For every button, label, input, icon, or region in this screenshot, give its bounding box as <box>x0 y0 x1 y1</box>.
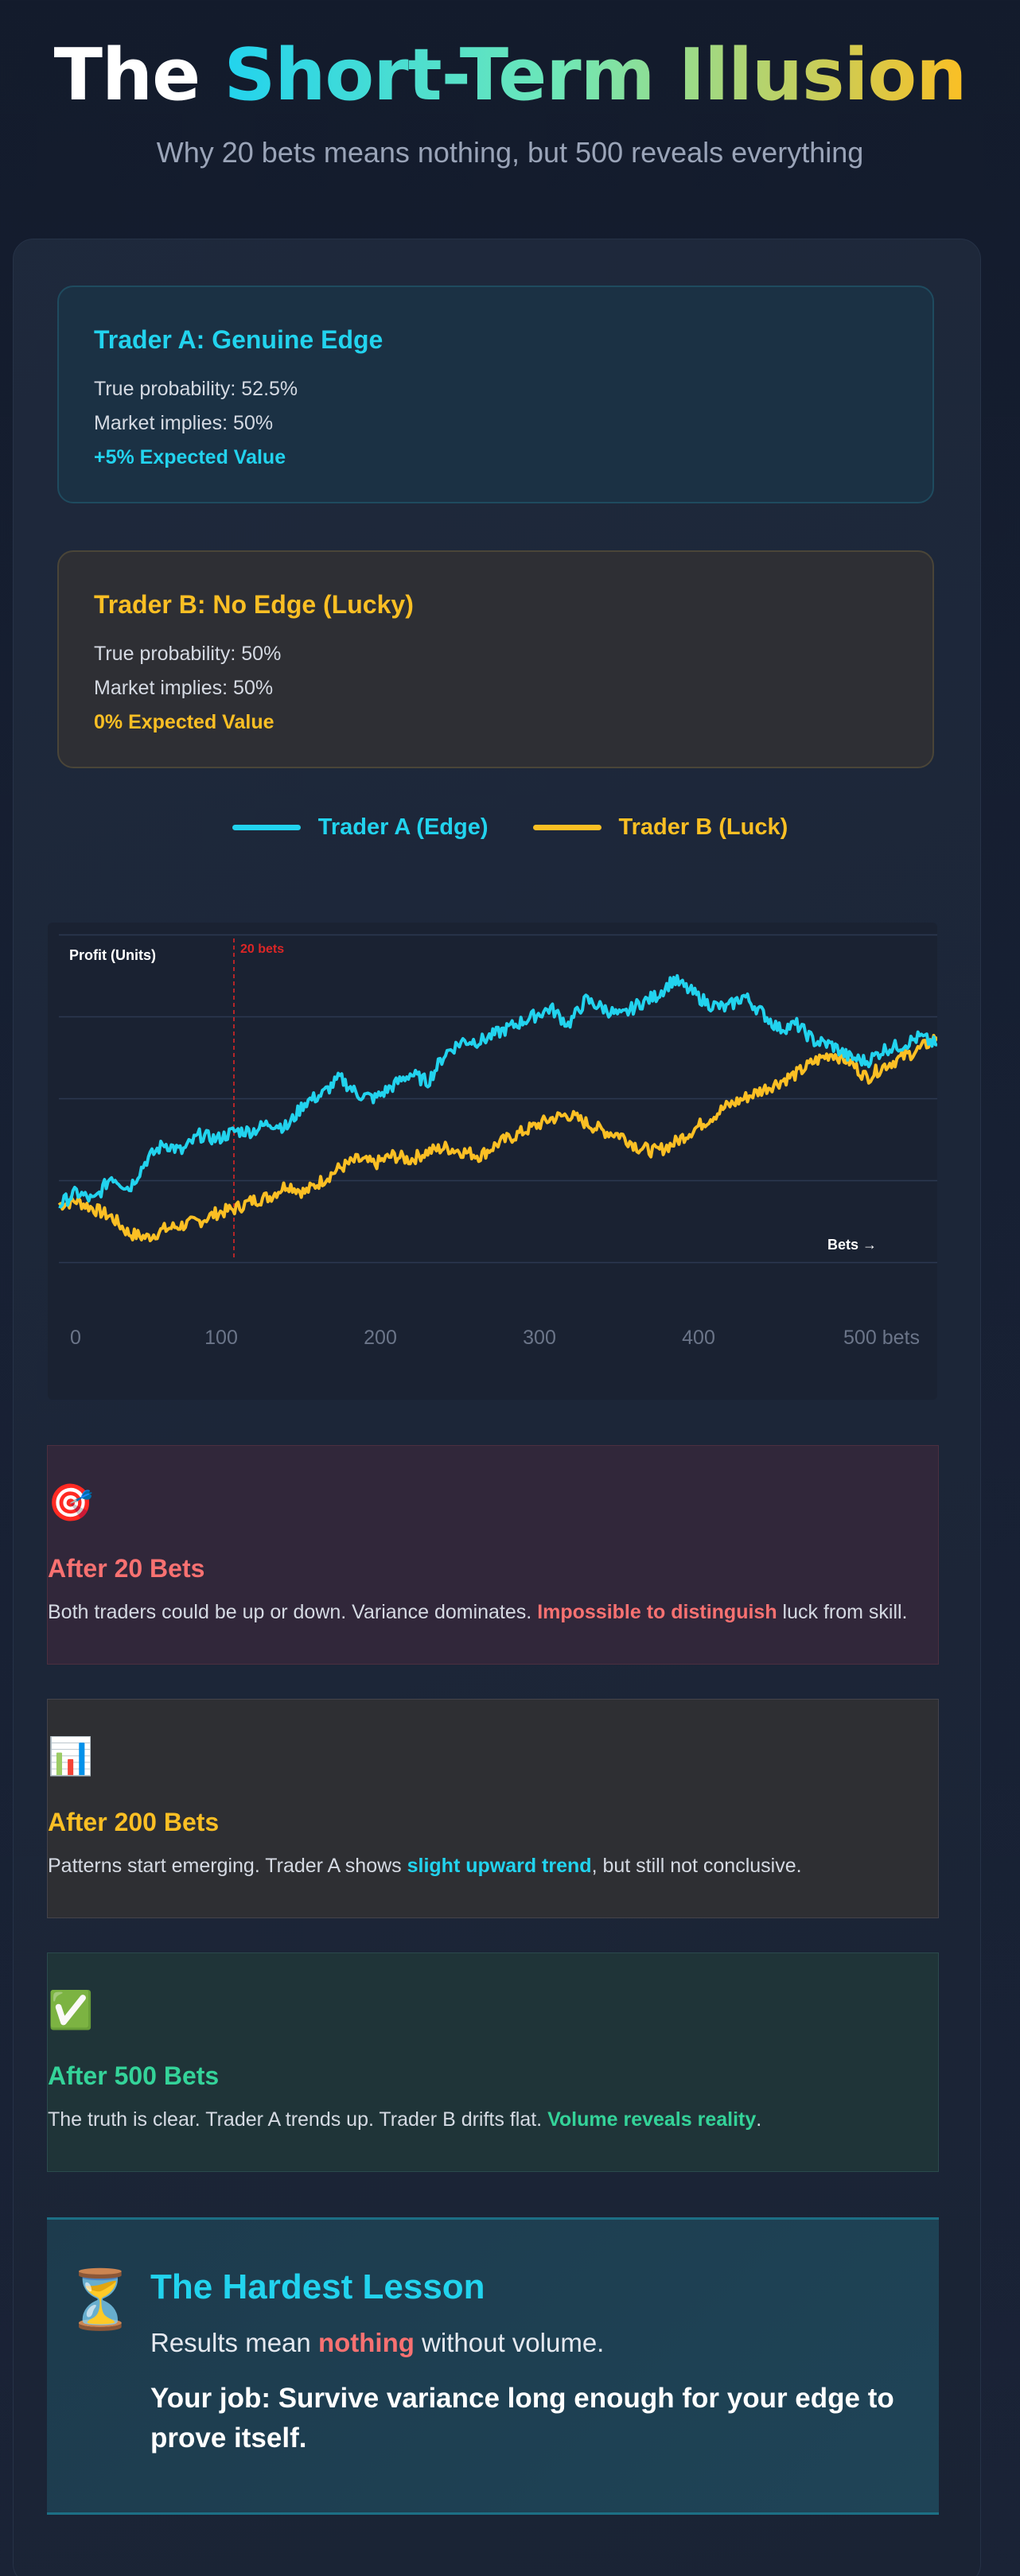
x-tick-label: 500 bets <box>843 1327 920 1349</box>
legend-item-trader-a: Trader A (Edge) <box>232 814 489 841</box>
insight-title-500-bets: After 500 Bets <box>48 2061 220 2090</box>
x-axis-annotation: Bets → <box>827 1237 877 1253</box>
lesson-title: The Hardest Lesson <box>150 2267 485 2306</box>
trader-b-card: Trader B: No Edge (Lucky) True probabili… <box>57 550 934 768</box>
trader-b-expected-value: 0% Expected Value <box>94 711 274 733</box>
insight-highlight-200-bets: slight upward trend <box>407 1855 592 1877</box>
lesson-highlight: nothing <box>317 2328 415 2357</box>
x-tick-label: 0 <box>70 1327 81 1349</box>
insight-text-20-bets: Both traders could be up or down. Varian… <box>48 1601 908 1623</box>
insight-card-200-bets: 📊 After 200 Bets Patterns start emerging… <box>47 1699 939 1918</box>
legend-swatch-trader-b <box>532 825 601 830</box>
legend-item-trader-b: Trader B (Luck) <box>532 814 788 841</box>
legend-label-trader-b: Trader B (Luck) <box>618 814 788 840</box>
legend-label-trader-a: Trader A (Edge) <box>317 814 489 840</box>
target-icon: 🎯 <box>48 1482 94 1523</box>
lesson-line-1: Results mean nothing without volume. <box>150 2328 605 2357</box>
y-axis-label: Profit (Units) <box>69 947 156 963</box>
twenty-bets-marker-label: 20 bets <box>240 942 284 956</box>
x-tick-label: 300 <box>523 1327 556 1349</box>
x-tick-label: 400 <box>682 1327 715 1349</box>
chart-legend: Trader A (Edge) Trader B (Luck) <box>0 814 1020 841</box>
insight-highlight-20-bets: Impossible to distinguish <box>537 1601 777 1623</box>
insight-card-20-bets: 🎯 After 20 Bets Both traders could be up… <box>47 1445 939 1665</box>
trader-a-card: Trader A: Genuine Edge True probability:… <box>57 286 934 503</box>
bar-chart-icon: 📊 <box>48 1735 94 1777</box>
x-tick-label: 100 <box>204 1327 238 1349</box>
insight-title-200-bets: After 200 Bets <box>48 1808 220 1836</box>
series-line-trader-b <box>57 1033 937 1242</box>
page-subtitle: Why 20 bets means nothing, but 500 revea… <box>156 135 864 169</box>
lesson-line-2: Your job: Survive variance long enough f… <box>150 2383 894 2454</box>
trader-a-market-implies: Market implies: 50% <box>94 412 274 434</box>
trader-b-market-implies: Market implies: 50% <box>94 677 274 699</box>
series-line-trader-a <box>58 973 937 1209</box>
trader-a-title: Trader A: Genuine Edge <box>94 325 383 354</box>
trader-a-true-probability: True probability: 52.5% <box>94 378 298 400</box>
trader-a-expected-value: +5% Expected Value <box>94 446 286 468</box>
chart-background <box>48 923 937 1400</box>
insight-text-500-bets: The truth is clear. Trader A trends up. … <box>48 2108 762 2131</box>
insight-card-500-bets: ✅ After 500 Bets The truth is clear. Tra… <box>47 1952 939 2172</box>
title-part1: The <box>53 33 201 117</box>
insight-title-20-bets: After 20 Bets <box>48 1554 205 1583</box>
title-part2: Short-Term Illusion <box>224 33 967 117</box>
insight-highlight-500-bets: Volume reveals reality <box>547 2108 757 2131</box>
header: The Short-Term Illusion Why 20 bets mean… <box>0 0 1020 169</box>
check-mark-icon: ✅ <box>48 1989 94 2030</box>
trader-b-true-probability: True probability: 50% <box>94 643 282 665</box>
hourglass-icon: ⏳ <box>64 2268 136 2332</box>
page-title: The Short-Term Illusion <box>0 37 1020 114</box>
lesson-callout: ⏳ The Hardest Lesson Results mean nothin… <box>47 2217 939 2515</box>
profit-chart-svg: 20 bets Profit (Units) Bets → 0 100 200 300… <box>57 934 937 1349</box>
profit-chart: 20 bets Profit (Units) Bets → 0 100 200 300… <box>48 923 937 1400</box>
x-tick-label: 200 <box>364 1327 397 1349</box>
legend-swatch-trader-a <box>232 825 301 830</box>
insight-text-200-bets: Patterns start emerging. Trader A shows … <box>48 1855 802 1877</box>
trader-b-title: Trader B: No Edge (Lucky) <box>94 590 414 619</box>
